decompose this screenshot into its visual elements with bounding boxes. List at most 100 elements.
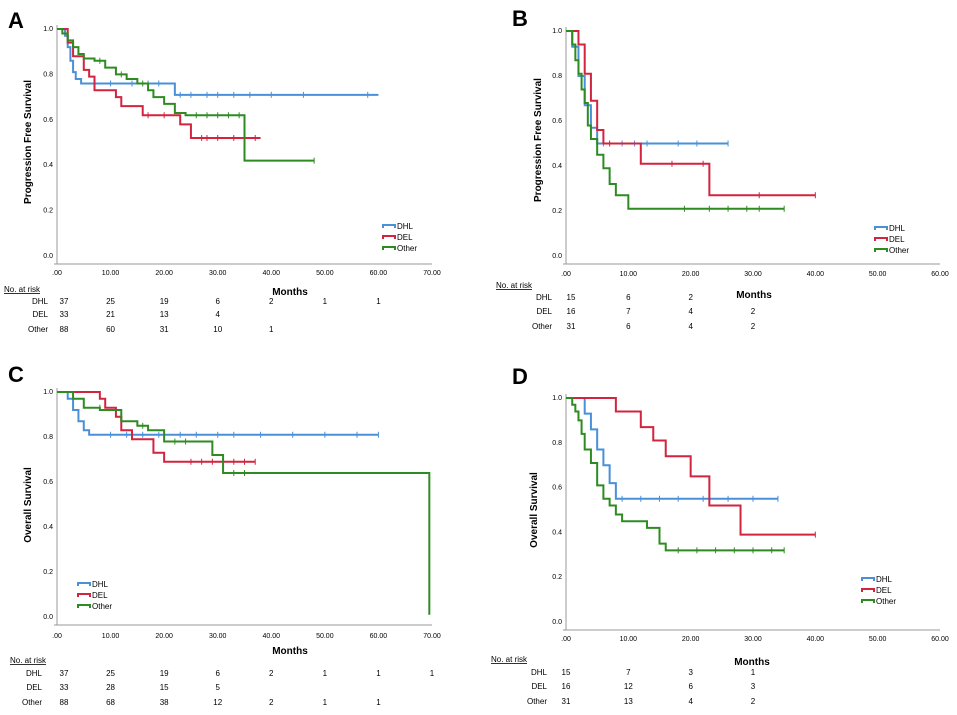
y-tick-label: 0.4 (43, 524, 53, 531)
risk-count: 2 (269, 669, 274, 678)
y-axis-label: Progression Free Survival (533, 78, 544, 202)
x-axis-label: Months (272, 646, 308, 657)
y-axis-label: Progression Free Survival (23, 80, 34, 204)
risk-count: 1 (323, 698, 328, 707)
risk-row-label: DEL (531, 682, 547, 691)
risk-count: 10 (213, 325, 222, 334)
legend-swatch-del (382, 235, 396, 239)
legend-label-dhl: DHL (876, 575, 893, 584)
x-tick-label: 20.00 (155, 633, 173, 640)
y-tick-label: 0.6 (552, 118, 562, 125)
y-tick-label: 0.8 (552, 440, 562, 447)
x-tick-label: 40.00 (807, 271, 825, 278)
risk-table-title: No. at risk (496, 281, 533, 290)
risk-count: 31 (160, 325, 169, 334)
risk-row-label: DEL (32, 310, 48, 319)
risk-count: 60 (106, 325, 115, 334)
risk-count: 7 (626, 668, 631, 677)
risk-count: 1 (430, 669, 435, 678)
risk-count: 15 (567, 293, 576, 302)
x-tick-label: .00 (561, 636, 571, 643)
legend-swatch-del (874, 237, 888, 241)
survival-curve-dhl (57, 391, 379, 436)
risk-count: 2 (751, 322, 756, 331)
risk-row-label: Other (22, 698, 42, 707)
y-tick-label: 0.0 (43, 614, 53, 621)
risk-table-title: No. at risk (4, 285, 41, 294)
survival-curve-other (57, 391, 431, 615)
risk-count: 2 (269, 297, 274, 306)
legend-label-dhl: DHL (889, 224, 906, 233)
legend-swatch-dhl (77, 582, 91, 586)
risk-row-label: DHL (26, 669, 43, 678)
risk-count: 15 (562, 668, 571, 677)
risk-count: 19 (160, 297, 169, 306)
x-axis-label: Months (272, 287, 308, 298)
x-tick-label: 60.00 (931, 636, 949, 643)
x-tick-label: 70.00 (423, 633, 441, 640)
y-axis-label: Overall Survival (529, 472, 540, 548)
survival-curve-del (566, 397, 816, 536)
risk-count: 2 (751, 307, 756, 316)
panel-letter: D (512, 364, 528, 389)
risk-count: 12 (213, 698, 222, 707)
y-tick-label: 0.8 (43, 71, 53, 78)
risk-count: 6 (626, 293, 631, 302)
risk-count: 1 (376, 698, 381, 707)
x-axis-label: Months (736, 290, 772, 301)
legend-swatch-other (77, 604, 91, 608)
risk-count: 25 (106, 297, 115, 306)
risk-count: 25 (106, 669, 115, 678)
risk-row-label: DEL (26, 683, 42, 692)
x-tick-label: 50.00 (316, 270, 334, 277)
x-tick-label: .00 (52, 270, 62, 277)
y-tick-label: 0.2 (43, 208, 53, 215)
risk-row-label: DHL (32, 297, 49, 306)
survival-curve-other (566, 30, 785, 210)
km-panel-C: C 0.0 0.2 0.4 0.6 0.8 1.0 .00 10.00 20.00 30.00 40.… (8, 362, 441, 707)
risk-count: 6 (215, 669, 220, 678)
y-tick-label: 1.0 (43, 26, 53, 33)
x-tick-label: 40.00 (263, 270, 281, 277)
x-tick-label: 30.00 (209, 270, 227, 277)
risk-count: 33 (60, 310, 69, 319)
y-tick-label: 0.0 (552, 253, 562, 260)
legend-label-other: Other (876, 597, 896, 606)
survival-curve-other (566, 397, 785, 552)
x-tick-label: 10.00 (102, 633, 120, 640)
legend-swatch-dhl (874, 226, 888, 230)
risk-count: 13 (160, 310, 169, 319)
survival-curve-del (566, 30, 816, 197)
y-tick-label: 1.0 (43, 389, 53, 396)
x-tick-label: .00 (52, 633, 62, 640)
risk-table-title: No. at risk (10, 656, 47, 665)
x-tick-label: 10.00 (620, 271, 638, 278)
y-tick-label: 0.2 (552, 574, 562, 581)
risk-row-label: Other (532, 322, 552, 331)
legend-swatch-dhl (861, 577, 875, 581)
y-tick-label: 0.6 (552, 485, 562, 492)
legend-label-other: Other (397, 244, 417, 253)
km-panel-B: B 0.0 0.2 0.4 0.6 0.8 1.0 .00 10.00 20.00 30.00 40.… (496, 6, 949, 331)
risk-count: 4 (688, 322, 693, 331)
risk-count: 16 (562, 682, 571, 691)
risk-count: 6 (626, 322, 631, 331)
legend-swatch-other (874, 248, 888, 252)
risk-count: 6 (688, 682, 693, 691)
legend-swatch-del (861, 588, 875, 592)
legend-swatch-dhl (382, 224, 396, 228)
survival-curve-del (57, 28, 261, 139)
survival-curve-del (57, 391, 256, 463)
risk-count: 2 (751, 697, 756, 706)
legend-label-dhl: DHL (92, 580, 109, 589)
survival-curve-dhl (566, 397, 778, 500)
x-tick-label: .00 (561, 271, 571, 278)
y-axis-label: Overall Survival (23, 467, 34, 543)
risk-count: 1 (323, 669, 328, 678)
legend-label-del: DEL (92, 591, 108, 600)
risk-row-label: Other (28, 325, 48, 334)
y-tick-label: 0.4 (552, 163, 562, 170)
risk-count: 2 (688, 293, 693, 302)
x-tick-label: 30.00 (744, 271, 762, 278)
risk-count: 3 (688, 668, 693, 677)
